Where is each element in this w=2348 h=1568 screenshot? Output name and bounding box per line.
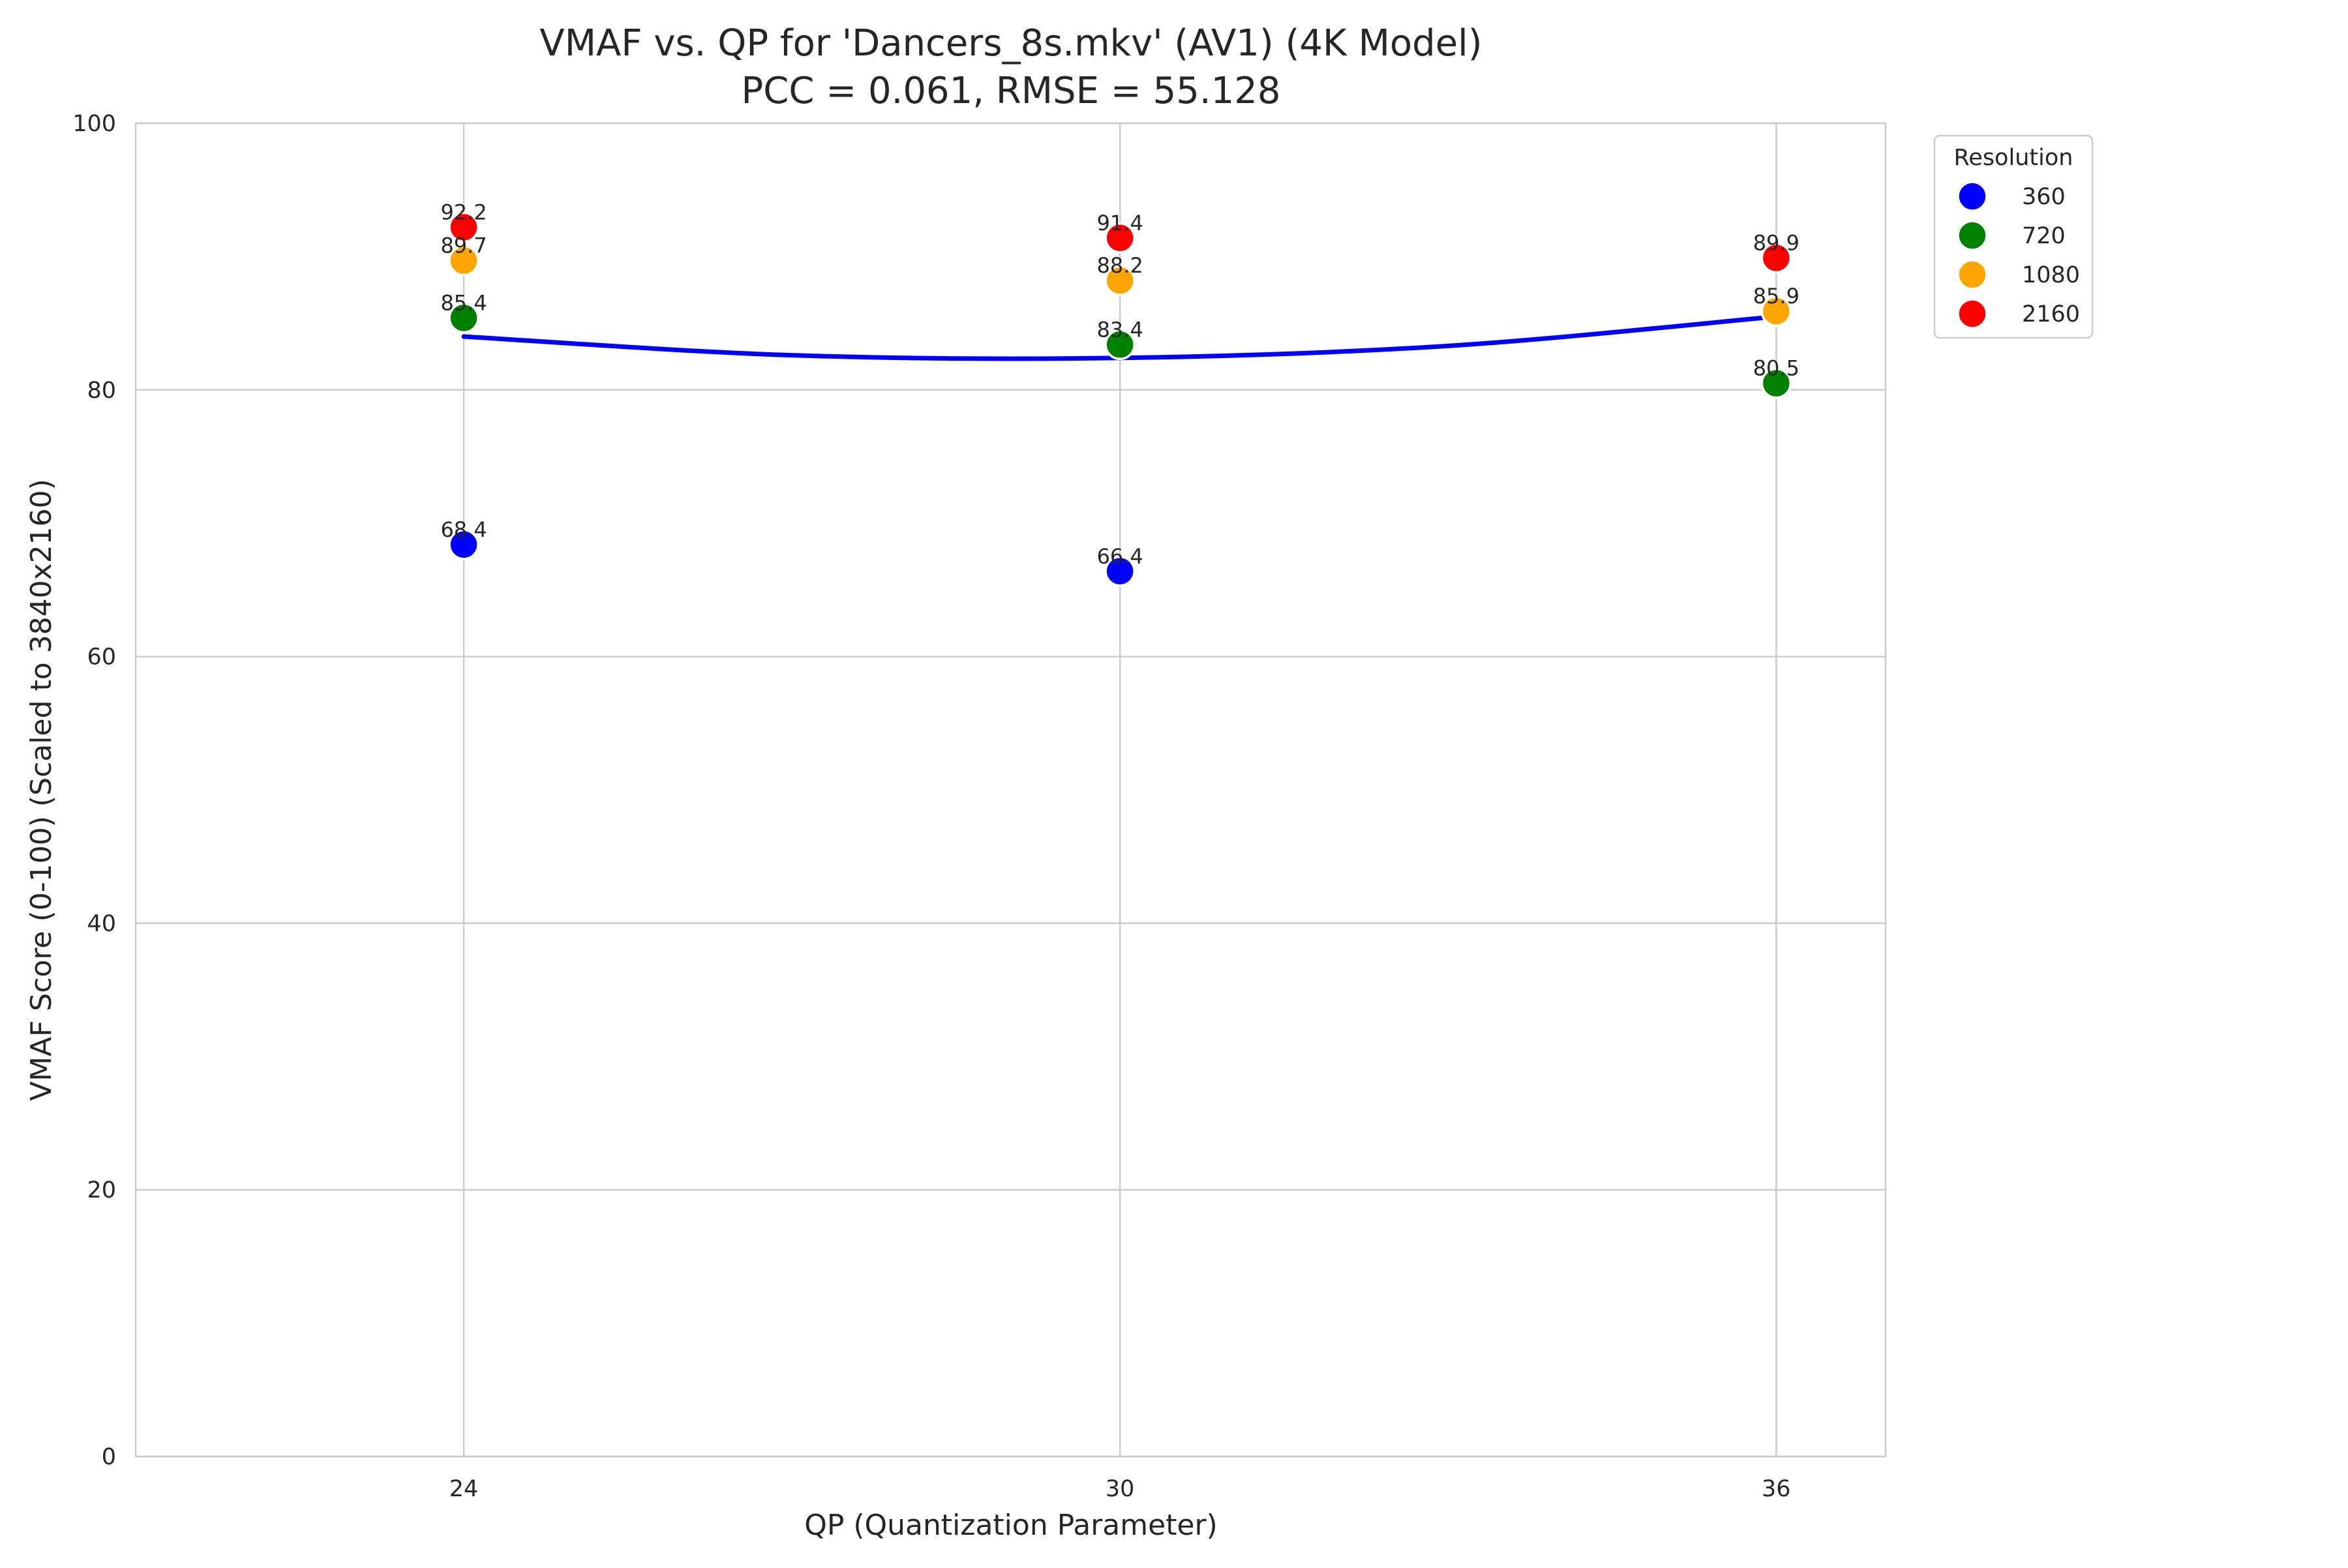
y-tick-label: 20 [87,1177,116,1203]
data-label: 88.2 [1097,253,1143,278]
x-tick-label: 30 [1106,1476,1135,1502]
x-tick-labels: 24 30 36 [449,1476,1791,1502]
legend-label: 720 [2022,223,2066,249]
data-points-layer [448,211,1792,587]
x-tick-label: 24 [449,1476,479,1502]
legend-marker-720 [1957,220,1988,251]
data-label: 80.5 [1753,356,1799,381]
chart-subtitle: PCC = 0.061, RMSE = 55.128 [741,70,1280,112]
data-labels-layer: 68.4 66.4 85.4 83.4 80.5 89.7 88.2 85.9 92.2 91.4… [440,200,1799,568]
plot-frame [134,122,1887,1458]
data-label: 85.9 [1753,284,1799,309]
data-label: 83.4 [1097,317,1143,342]
data-label: 92.2 [440,200,487,224]
data-point-360 [1104,556,1136,587]
data-point-720 [1760,367,1792,399]
data-label: 91.4 [1097,211,1143,235]
data-point-1080 [448,245,479,277]
data-point-720 [448,302,479,334]
chart-title: VMAF vs. QP for 'Dancers_8s.mkv' (AV1) (… [539,22,1482,65]
x-tick-label: 36 [1762,1476,1791,1502]
legend-title: Resolution [1954,145,2073,171]
data-label: 85.4 [440,290,487,315]
y-tick-labels: 0 20 40 60 80 100 [72,111,116,1470]
data-point-2160 [1760,242,1792,274]
data-label: 89.9 [1753,230,1799,255]
legend-label: 1080 [2022,262,2080,288]
legend-marker-360 [1957,181,1988,212]
data-point-1080 [1104,265,1136,296]
data-label: 89.7 [440,234,487,258]
y-tick-label: 60 [87,644,116,671]
legend-label: 360 [2022,184,2066,210]
y-tick-label: 40 [87,911,116,937]
data-point-1080 [1760,295,1792,327]
y-axis-label: VMAF Score (0-100) (Scaled to 3840x2160) [25,479,58,1101]
data-label: 68.4 [440,517,487,542]
legend-items: 360 720 1080 2160 [1957,181,2080,329]
legend: Resolution 360 720 1080 2160 [1933,134,2094,339]
y-tick-label: 80 [87,378,116,404]
data-point-2160 [448,211,479,243]
data-point-360 [448,529,479,560]
legend-marker-2160 [1957,298,1988,329]
y-tick-label: 0 [102,1444,116,1470]
legend-marker-1080 [1957,259,1988,290]
data-point-2160 [1104,222,1136,254]
data-point-720 [1104,329,1136,361]
data-label: 66.4 [1097,544,1143,569]
legend-label: 2160 [2022,301,2080,327]
y-tick-label: 100 [72,111,116,137]
x-axis-label: QP (Quantization Parameter) [804,1509,1218,1542]
